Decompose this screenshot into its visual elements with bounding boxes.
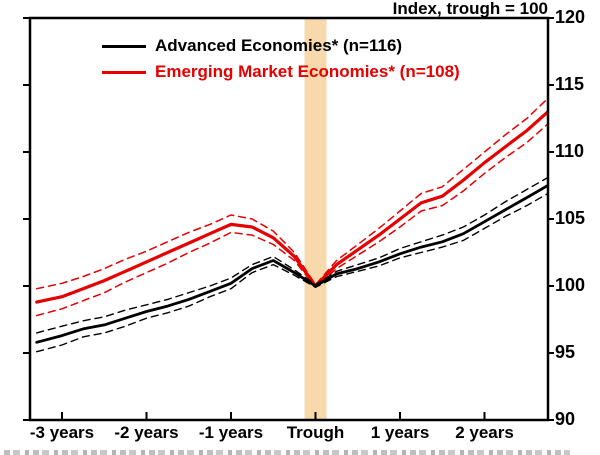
- y-axis-tick-label: 95: [555, 342, 576, 362]
- x-axis-tick-label: -2 years: [114, 423, 179, 442]
- y-axis-tick-label: 110: [555, 141, 585, 161]
- x-axis-tick-label: 1 years: [370, 423, 430, 442]
- legend: Advanced Economies* (n=116) Emerging Mar…: [102, 33, 460, 85]
- y-axis-tick-label: 90: [555, 409, 576, 429]
- x-axis-tick-label: -1 years: [198, 423, 264, 442]
- advanced-lower-band-line: [36, 192, 548, 353]
- y-axis-tick-label: 105: [555, 208, 586, 228]
- emerging-solid-line: [35, 110, 548, 304]
- emerging-lower-band-line: [35, 123, 548, 317]
- cropped-footnote: [4, 450, 570, 455]
- chart-title: Index, trough = 100: [392, 0, 548, 18]
- y-axis-tick-label: 100: [555, 275, 586, 295]
- legend-item-emerging: Emerging Market Economies* (n=108): [102, 59, 460, 85]
- legend-label-advanced: Advanced Economies* (n=116): [155, 36, 403, 55]
- advanced-solid-line: [35, 184, 548, 344]
- x-axis-tick-label: Trough: [286, 423, 345, 442]
- y-axis-tick-label: 115: [555, 74, 585, 94]
- x-axis-tick-label: 2 years: [455, 423, 514, 442]
- y-axis-tick-label: 120: [555, 7, 586, 27]
- emerging-upper-band-line: [35, 97, 548, 290]
- trough-band: [304, 18, 327, 420]
- advanced-upper-band-line: [36, 176, 548, 334]
- legend-item-advanced: Advanced Economies* (n=116): [102, 33, 460, 59]
- emerging-line-sample-icon: [102, 70, 146, 74]
- advanced-line-sample-icon: [102, 44, 146, 48]
- legend-label-emerging: Emerging Market Economies* (n=108): [155, 62, 460, 81]
- x-axis-tick-label: -3 years: [29, 423, 95, 442]
